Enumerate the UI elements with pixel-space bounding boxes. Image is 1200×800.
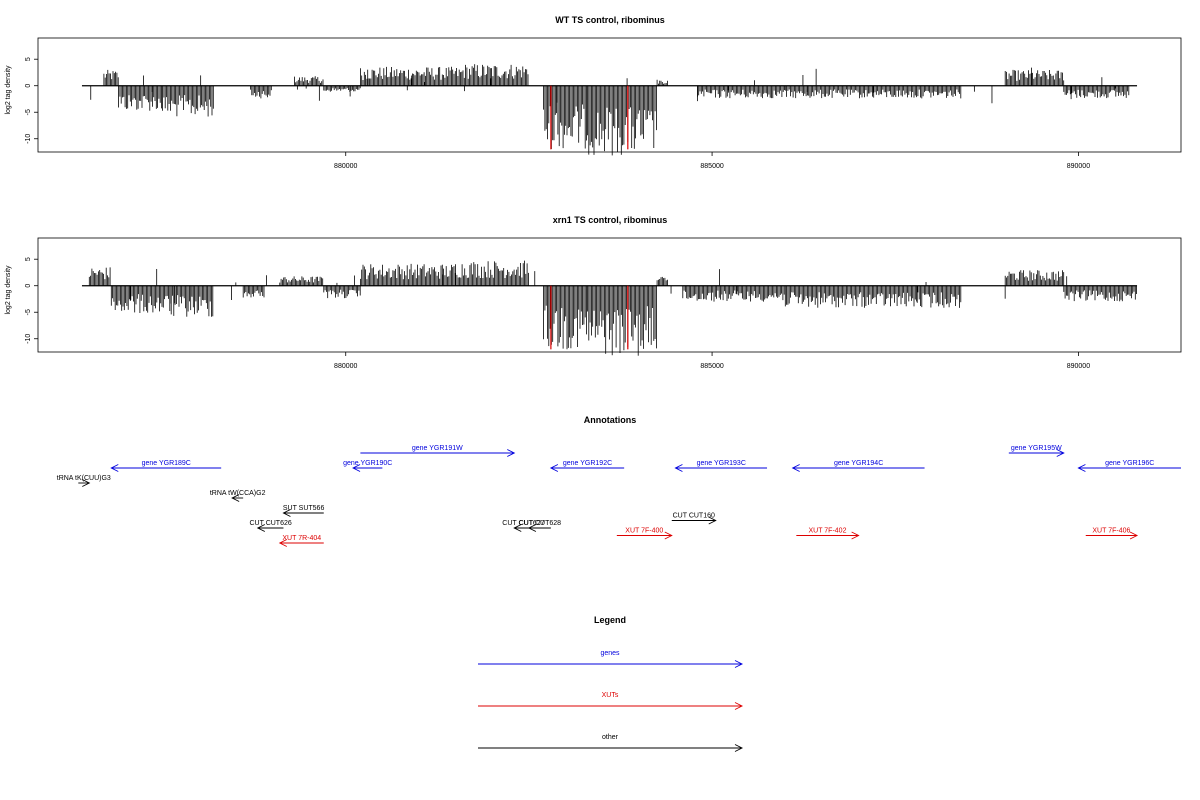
feature-label: CUT CUT626 [249,520,291,527]
feature-label: gene YGR194C [834,460,883,467]
plot-frame [37,237,1182,353]
feature-label: SUT SUT566 [283,505,325,512]
annotation-feature: SUT SUT566 [282,505,325,517]
annotation-feature: CUT CUT160 [671,513,717,525]
y-tick-label: -10 [25,334,32,344]
feature-label: CUT CUT628 [519,520,561,527]
x-tick-label: 885000 [700,363,723,370]
density-bars [81,64,1138,156]
xrn1-density-panel: xrn1 TS control, ribominus log2 tag dens… [5,215,1182,370]
arrow-head [282,509,291,517]
x-tick-label: 890000 [1067,363,1090,370]
y-tick-label: 5 [25,257,32,261]
density-bars [81,260,1138,356]
legend-item: other [478,734,744,752]
feature-label: gene YGR196C [1105,460,1154,467]
annotations-track: Annotations gene YGR189C tRNA tK(CUU)G3 tR… [57,415,1181,547]
y-tick-label: -10 [25,134,32,144]
annotation-feature: gene YGR191W [360,445,516,457]
legend-title: Legend [594,615,626,625]
arrow-head [674,464,683,472]
arrow-head [513,524,522,532]
feature-label: XUT 7R-404 [282,535,321,542]
y-tick-label: -5 [25,109,32,115]
arrow-head [352,464,361,472]
panel-title: xrn1 TS control, ribominus [553,215,668,225]
arrow-head [1056,449,1065,457]
legend-items: genes XUTs other [478,650,744,752]
annotation-feature: CUT CUT628 [519,520,561,532]
plot-frame [37,37,1182,153]
annotation-feature: CUT CUT626 [249,520,292,532]
annotation-feature: gene YGR195W [1008,445,1065,457]
y-tick-label: 0 [25,84,32,88]
feature-label: CUT CUT160 [673,513,715,520]
y-tick-label: -5 [25,309,32,315]
feature-label: gene YGR191W [412,445,463,452]
y-tick-label: 5 [25,57,32,61]
legend-label: other [602,734,619,741]
panel-title: WT TS control, ribominus [555,15,665,25]
legend-item: genes [478,650,744,668]
legend: Legend genes XUTs other [478,615,744,752]
annotation-feature: XUT 7F-406 [1085,528,1139,540]
annotation-feature: gene YGR193C [674,460,768,472]
x-tick-label: 890000 [1067,163,1090,170]
arrow-head [664,531,673,540]
annotation-feature: XUT 7F-400 [616,528,673,540]
annotation-feature: gene YGR190C [343,460,392,472]
arrow-head [734,702,744,710]
arrow-head [507,449,516,457]
arrow-head [1129,531,1139,540]
arrow-head [549,464,559,472]
annotation-feature: tRNA tK(CUU)G3 [57,475,111,487]
arrow-head [851,531,860,540]
annotation-feature: gene YGR196C [1077,460,1181,472]
annotations-title: Annotations [584,415,637,425]
feature-label: gene YGR189C [142,460,191,467]
annotation-feature: XUT 7F-402 [796,528,860,540]
arrow-head [256,524,266,532]
annotation-feature: tRNA tW(CCA)G2 [210,490,266,502]
legend-item: XUTs [478,692,744,710]
arrow-head [734,660,744,668]
legend-label: genes [600,650,620,657]
arrow-head [110,464,119,472]
x-tick-label: 880000 [334,363,357,370]
feature-label: CUT CUT627 [502,520,544,527]
annotation-feature: gene YGR192C [549,460,625,472]
y-tick-label: 0 [25,284,32,288]
arrow-head [708,516,717,525]
arrow-head [527,524,537,532]
arrow-head [1077,464,1086,472]
wt-density-panel: WT TS control, ribominus log2 tag densit… [5,15,1182,170]
arrow-head [231,494,240,502]
feature-label: XUT 7F-402 [808,528,846,535]
arrow-head [82,479,91,487]
annotation-feature: gene YGR194C [791,460,925,472]
feature-label: gene YGR190C [343,460,392,467]
x-tick-label: 885000 [700,163,723,170]
x-tick-label: 880000 [334,163,357,170]
feature-label: tRNA tK(CUU)G3 [57,475,111,482]
feature-label: gene YGR195W [1011,445,1062,452]
arrow-head [734,744,744,752]
axes: 5 0 -5 -10 880000 885000 890000 [25,57,1090,170]
arrow-head [791,464,800,472]
feature-label: XUT 7F-406 [1092,528,1130,535]
arrow-head [278,539,287,547]
y-axis-label: log2 tag density [5,265,12,315]
feature-label: XUT 7F-400 [625,528,663,535]
legend-label: XUTs [602,692,619,699]
feature-label: gene YGR192C [563,460,612,467]
axes: 5 0 -5 -10 880000 885000 890000 [25,257,1090,370]
annotation-feature: gene YGR189C [110,460,222,472]
annotation-feature: XUT 7R-404 [278,535,324,547]
feature-label: gene YGR193C [697,460,746,467]
annotation-items: gene YGR189C tRNA tK(CUU)G3 tRNA tW(CCA)G2… [57,445,1181,547]
feature-label: tRNA tW(CCA)G2 [210,490,266,497]
y-axis-label: log2 tag density [5,65,12,115]
